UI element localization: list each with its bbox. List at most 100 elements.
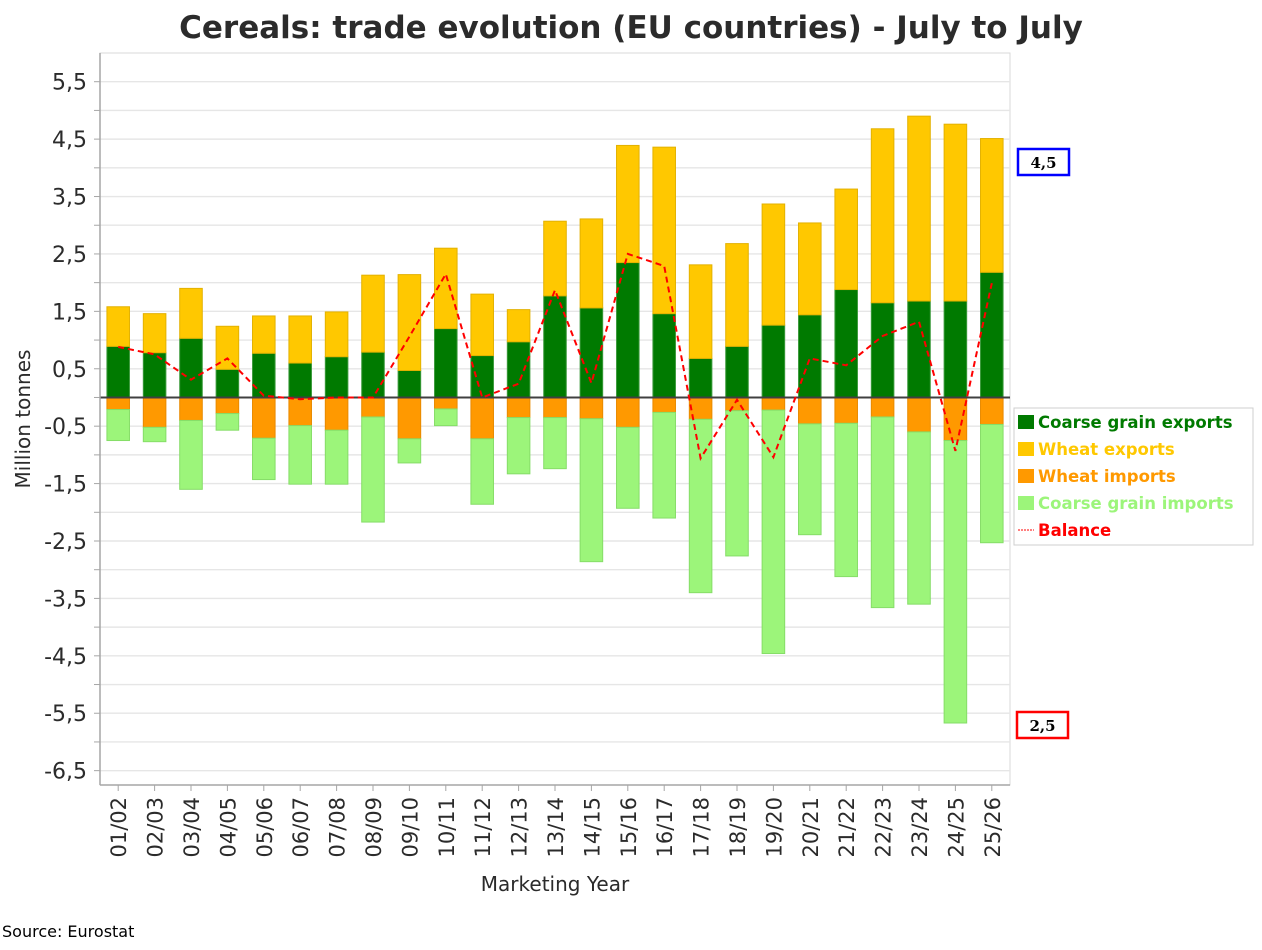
y-tick-label: -2,5 — [44, 530, 87, 555]
annotation-box — [1016, 147, 1071, 177]
annotation-label: 2,5 — [1029, 717, 1055, 735]
bar-wheat-exports — [434, 247, 458, 330]
x-tick-label: 21/22 — [835, 797, 859, 858]
bar-coarse-grain-imports — [834, 422, 858, 578]
x-tick-label: 22/23 — [872, 797, 896, 858]
x-tick-label: 12/13 — [508, 797, 532, 858]
bar-wheat-exports — [106, 306, 130, 347]
bar-coarse-grain-exports — [361, 351, 385, 398]
x-tick-label: 03/04 — [180, 797, 204, 858]
bar-wheat-exports — [506, 309, 531, 343]
x-tick-label: 23/24 — [908, 797, 932, 858]
x-tick-label: 01/02 — [107, 797, 131, 858]
x-tick-label: 02/03 — [144, 797, 168, 858]
x-tick-label: 24/25 — [944, 797, 968, 858]
bar-wheat-exports — [179, 287, 203, 339]
bar-wheat-imports — [106, 396, 130, 411]
x-tick-label: 10/11 — [435, 797, 459, 858]
y-tick-label: -6,5 — [44, 760, 87, 785]
bar-wheat-imports — [252, 396, 276, 439]
y-tick-label: 3,5 — [52, 186, 87, 211]
bar-coarse-grain-imports — [506, 417, 531, 475]
bar-coarse-grain-imports — [579, 418, 604, 563]
x-tick-label: 15/16 — [617, 797, 641, 858]
bar-wheat-exports — [579, 218, 604, 309]
x-tick-label: 18/19 — [726, 797, 750, 858]
bar-wheat-imports — [616, 396, 640, 428]
y-tick-label: -1,5 — [44, 473, 87, 498]
bar-coarse-grain-imports — [434, 408, 458, 427]
bar-coarse-grain-exports — [798, 314, 822, 398]
bar-wheat-exports — [980, 138, 1004, 273]
bar-wheat-exports — [361, 274, 385, 353]
bar-wheat-imports — [543, 396, 567, 419]
bar-wheat-exports — [215, 325, 240, 370]
bar-coarse-grain-imports — [616, 426, 640, 509]
y-tick-label: -0,5 — [44, 415, 87, 440]
legend-label-balance: Balance — [1038, 521, 1111, 540]
x-tick-label: 09/10 — [398, 797, 422, 858]
annotation-box — [1015, 710, 1070, 740]
bar-coarse-grain-imports — [907, 431, 931, 605]
bar-coarse-grain-exports — [652, 313, 676, 398]
bar-wheat-exports — [834, 188, 858, 291]
bar-coarse-grain-exports — [397, 369, 422, 398]
bar-coarse-grain-imports — [870, 416, 895, 609]
bar-wheat-imports — [579, 396, 604, 420]
bar-coarse-grain-exports — [470, 355, 494, 398]
source-note: Source: Eurostat — [2, 922, 135, 941]
x-tick-label: 11/12 — [471, 797, 495, 858]
bar-wheat-imports — [907, 396, 931, 433]
bar-coarse-grain-imports — [361, 416, 385, 523]
bars — [106, 115, 1004, 724]
bar-coarse-grain-exports — [725, 345, 749, 398]
bar-wheat-exports — [616, 144, 640, 264]
y-tick-label: -3,5 — [44, 587, 87, 612]
legend-swatch-coarse-grain-exports — [1018, 415, 1034, 429]
x-tick-label: 17/18 — [690, 797, 714, 858]
bar-coarse-grain-imports — [324, 429, 349, 485]
bar-wheat-exports — [652, 146, 676, 315]
bar-coarse-grain-imports — [943, 440, 968, 724]
bar-wheat-exports — [943, 123, 968, 302]
x-tick-label: 07/08 — [326, 797, 350, 858]
bar-coarse-grain-exports — [943, 300, 968, 398]
bar-wheat-exports — [725, 243, 749, 347]
bar-wheat-imports — [288, 396, 312, 427]
bar-wheat-exports — [907, 115, 931, 302]
bar-coarse-grain-imports — [761, 409, 786, 655]
bar-wheat-imports — [652, 396, 676, 413]
bar-wheat-imports — [434, 396, 458, 410]
bar-coarse-grain-imports — [106, 409, 130, 442]
bar-coarse-grain-exports — [324, 356, 349, 398]
legend-swatch-wheat-exports — [1018, 442, 1034, 456]
bar-wheat-imports — [142, 396, 167, 428]
legend-label-coarse-grain-exports: Coarse grain exports — [1038, 413, 1233, 432]
bar-wheat-imports — [506, 396, 531, 419]
bar-wheat-exports — [688, 264, 713, 359]
bar-wheat-imports — [870, 396, 895, 418]
bar-coarse-grain-exports — [870, 302, 895, 398]
bar-wheat-exports — [870, 128, 895, 304]
bar-coarse-grain-imports — [470, 438, 494, 505]
x-axis-title: Marketing Year — [481, 872, 630, 896]
bar-wheat-imports — [980, 396, 1004, 425]
bar-wheat-imports — [397, 396, 422, 440]
bar-coarse-grain-imports — [652, 411, 676, 519]
x-tick-label: 25/26 — [981, 797, 1005, 858]
bar-coarse-grain-imports — [252, 437, 276, 481]
y-axis-ticks: -6,5 -5,5 -4,5 -3,5 -2,5 -1,5 -0,5 0,5 1,5 2,5 3,5… — [44, 71, 100, 785]
x-tick-label: 05/06 — [253, 797, 277, 858]
legend: Coarse grain exports Wheat exports Wheat i… — [1013, 407, 1254, 546]
bar-wheat-exports — [761, 203, 786, 326]
legend-swatch-wheat-imports — [1018, 469, 1034, 483]
y-tick-label: -4,5 — [44, 645, 87, 670]
x-tick-label: 16/17 — [653, 797, 677, 858]
bar-coarse-grain-imports — [980, 423, 1004, 544]
bar-coarse-grain-exports — [980, 271, 1004, 398]
x-tick-label: 20/21 — [799, 797, 823, 858]
bar-wheat-imports — [943, 396, 968, 442]
chart-title: Cereals: trade evolution (EU countries) … — [179, 10, 1083, 46]
legend-swatch-coarse-grain-imports — [1018, 496, 1034, 510]
